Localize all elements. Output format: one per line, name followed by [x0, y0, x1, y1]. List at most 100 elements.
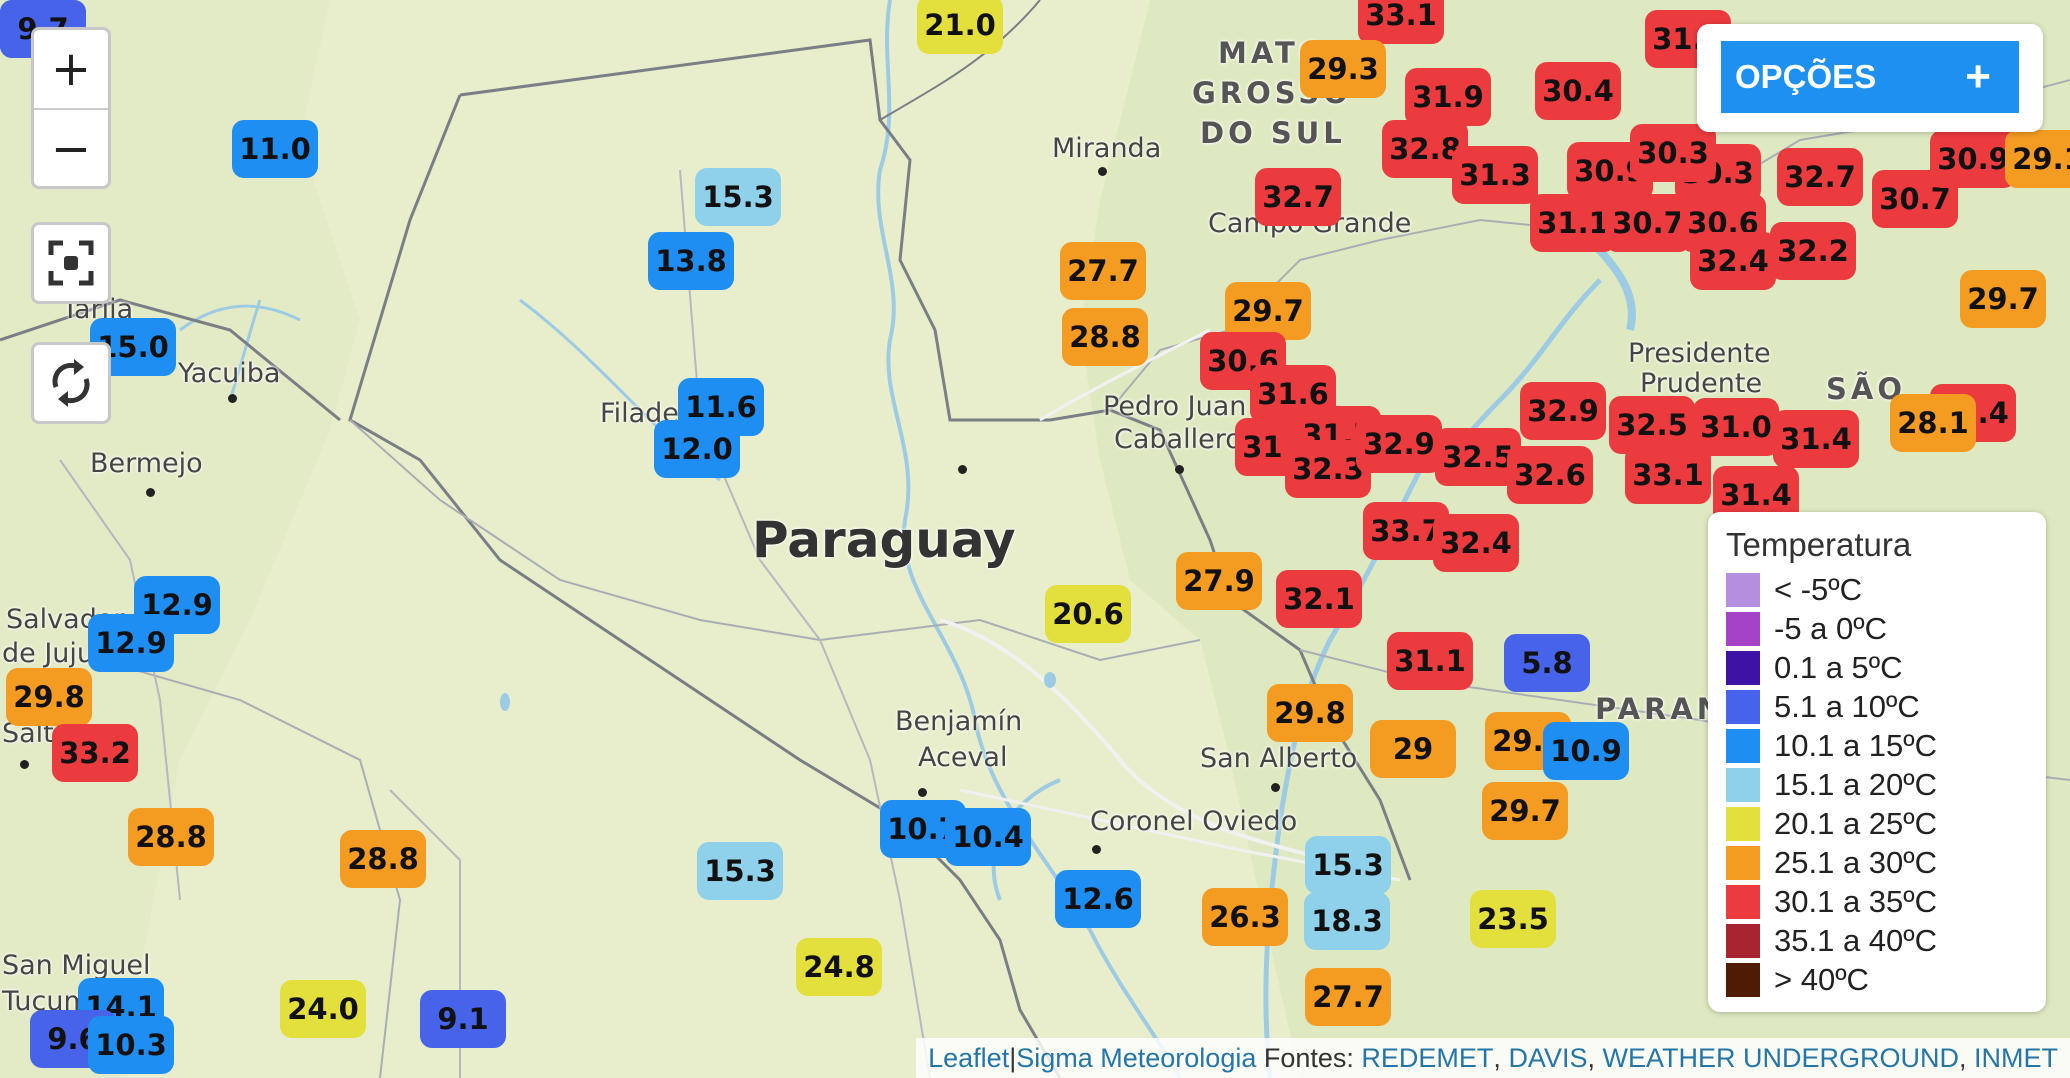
temperature-marker[interactable]: 10.4 — [945, 808, 1031, 866]
temperature-marker[interactable]: 12.0 — [654, 420, 740, 478]
temperature-marker[interactable]: 32.6 — [1507, 446, 1593, 504]
fullscreen-button[interactable] — [31, 222, 111, 304]
place-label: Caballero — [1114, 424, 1242, 455]
temperature-marker[interactable]: 32.7 — [1255, 168, 1341, 226]
temperature-marker[interactable]: 28.8 — [128, 808, 214, 866]
zoom-out-button[interactable]: − — [34, 108, 108, 186]
place-label: San Miguel — [2, 950, 151, 981]
temperature-marker[interactable]: 30.4 — [1535, 62, 1621, 120]
temperature-marker[interactable]: 26.3 — [1202, 888, 1288, 946]
temperature-marker[interactable]: 30.9 — [1930, 130, 2016, 188]
temperature-marker[interactable]: 18.3 — [1304, 892, 1390, 950]
options-panel: OPÇÕES + — [1697, 24, 2043, 132]
temperature-marker[interactable]: 27.7 — [1305, 968, 1391, 1026]
place-label: Benjamín — [895, 706, 1023, 737]
temperature-marker[interactable]: 31.3 — [1452, 146, 1538, 204]
temperature-marker[interactable]: 33.2 — [52, 724, 138, 782]
refresh-icon — [52, 359, 90, 407]
place-label: PARAN — [1595, 692, 1726, 726]
legend-label: 20.1 a 25ºC — [1774, 805, 1937, 841]
temperature-marker[interactable]: 12.9 — [88, 614, 174, 672]
temperature-marker[interactable]: 32.2 — [1770, 222, 1856, 280]
city-dot-icon — [1175, 465, 1184, 474]
temperature-marker[interactable]: 31.1 — [1530, 194, 1616, 252]
temperature-marker[interactable]: 10.9 — [1543, 722, 1629, 780]
legend-swatch — [1726, 611, 1760, 646]
temperature-marker[interactable]: 28.8 — [340, 830, 426, 888]
legend-item: < -5ºC — [1726, 570, 2028, 609]
temperature-marker[interactable]: 32.1 — [1276, 570, 1362, 628]
temperature-marker[interactable]: 15.3 — [1305, 836, 1391, 894]
davis-link[interactable]: DAVIS — [1508, 1042, 1588, 1073]
temperature-marker[interactable]: 10.3 — [88, 1016, 174, 1074]
temperature-marker[interactable]: 30.7 — [1605, 194, 1691, 252]
temperature-marker[interactable]: 29.8 — [1267, 684, 1353, 742]
legend-title: Temperatura — [1726, 526, 1912, 563]
temperature-marker[interactable]: 11.0 — [232, 120, 318, 178]
temperature-marker[interactable]: 29.7 — [1482, 782, 1568, 840]
temperature-marker[interactable]: 12.6 — [1055, 870, 1141, 928]
legend-item: 10.1 a 15ºC — [1726, 726, 2028, 765]
temperature-marker[interactable]: 15.3 — [697, 842, 783, 900]
temperature-marker[interactable]: 21.0 — [917, 0, 1003, 54]
temperature-marker[interactable]: 32.7 — [1777, 148, 1863, 206]
place-label: Bermejo — [90, 448, 203, 479]
temperature-marker[interactable]: 33.7 — [1363, 502, 1449, 560]
temperature-marker[interactable]: 31.6 — [1250, 365, 1336, 423]
temperature-marker[interactable]: 32.4 — [1433, 514, 1519, 572]
legend-label: 30.1 a 35ºC — [1774, 883, 1937, 919]
temperature-marker[interactable]: 13.8 — [648, 232, 734, 290]
temperature-marker[interactable]: 29.3 — [1300, 40, 1386, 98]
inmet-link[interactable]: INMET — [1974, 1042, 2058, 1073]
legend-swatch — [1726, 962, 1760, 997]
temperature-marker[interactable]: 29 — [1370, 720, 1456, 778]
temperature-marker[interactable]: 33.1 — [1625, 446, 1711, 504]
temperature-marker[interactable]: 5.8 — [1504, 634, 1590, 692]
place-label: Coronel Oviedo — [1090, 806, 1298, 837]
temperature-marker[interactable]: 31.9 — [1405, 68, 1491, 126]
temperature-marker[interactable]: 30.3 — [1630, 124, 1716, 182]
place-label: DO SUL — [1200, 116, 1346, 150]
attribution-comma-3: , — [1958, 1042, 1974, 1073]
attribution-comma-1: , — [1493, 1042, 1509, 1073]
attribution-bar: Leaflet | Sigma Meteorologia Fontes: RED… — [916, 1038, 2070, 1078]
temperature-marker[interactable]: 29.8 — [6, 668, 92, 726]
legend-swatch — [1726, 845, 1760, 880]
temperature-marker[interactable]: 33.1 — [1358, 0, 1444, 44]
legend-swatch — [1726, 689, 1760, 724]
legend-label: 10.1 a 15ºC — [1774, 727, 1937, 763]
temperature-marker[interactable]: 28.8 — [1062, 308, 1148, 366]
temperature-marker[interactable]: 32.4 — [1690, 232, 1776, 290]
temperature-marker[interactable]: 23.5 — [1470, 890, 1556, 948]
temperature-marker[interactable]: 31.0 — [1693, 398, 1779, 456]
temperature-marker[interactable]: 32.5 — [1435, 428, 1521, 486]
place-label: Pedro Juan — [1103, 391, 1247, 422]
leaflet-link[interactable]: Leaflet — [928, 1042, 1010, 1073]
temperature-marker[interactable]: 29.1 — [2005, 130, 2070, 188]
temperature-marker[interactable]: 9.1 — [420, 990, 506, 1048]
temperature-marker[interactable]: 24.8 — [796, 938, 882, 996]
weather-underground-link[interactable]: WEATHER UNDERGROUND — [1602, 1042, 1959, 1073]
temperature-marker[interactable]: 28.1 — [1890, 394, 1976, 452]
temperature-marker[interactable]: 31.1 — [1387, 632, 1473, 690]
temperature-marker[interactable]: 29.7 — [1225, 282, 1311, 340]
temperature-marker[interactable]: 32.9 — [1520, 382, 1606, 440]
legend-item: 25.1 a 30ºC — [1726, 843, 2028, 882]
temperature-marker[interactable]: 27.7 — [1060, 242, 1146, 300]
temperature-marker[interactable]: 27.9 — [1176, 552, 1262, 610]
temperature-marker[interactable]: 24.0 — [280, 980, 366, 1038]
temperature-marker[interactable]: 31.4 — [1773, 410, 1859, 468]
temperature-marker[interactable]: 15.3 — [695, 168, 781, 226]
temperature-marker[interactable]: 32.5 — [1609, 396, 1695, 454]
legend-item: 0.1 a 5ºC — [1726, 648, 2028, 687]
zoom-in-button[interactable]: + — [50, 41, 92, 97]
temperature-marker[interactable]: 32.9 — [1356, 415, 1442, 473]
options-button[interactable]: OPÇÕES + — [1721, 41, 2019, 113]
temperature-marker[interactable]: 29.7 — [1960, 270, 2046, 328]
refresh-button[interactable] — [31, 342, 111, 424]
temperature-marker[interactable]: 20.6 — [1045, 585, 1131, 643]
legend-label: -5 a 0ºC — [1774, 610, 1887, 646]
place-label: Miranda — [1052, 133, 1162, 164]
sigma-link[interactable]: Sigma Meteorologia — [1016, 1042, 1257, 1073]
redemet-link[interactable]: REDEMET — [1361, 1042, 1494, 1073]
